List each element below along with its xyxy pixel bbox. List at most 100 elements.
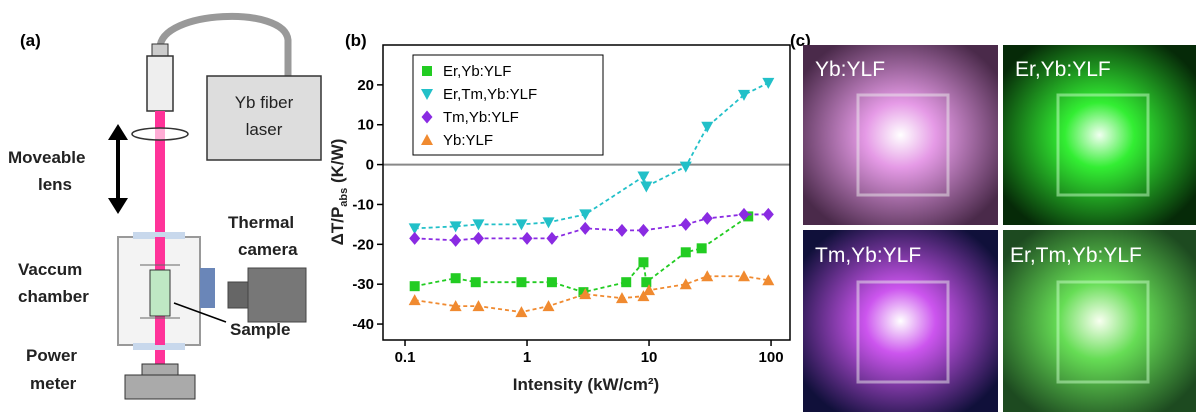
point bbox=[542, 300, 555, 312]
y-label-sub: abs bbox=[338, 188, 350, 207]
label: Moveable bbox=[8, 148, 85, 167]
point bbox=[616, 223, 628, 237]
meter-head bbox=[141, 363, 179, 376]
point bbox=[472, 219, 485, 231]
label: lens bbox=[38, 175, 72, 194]
photo-label: Er,Yb:YLF bbox=[1015, 58, 1111, 81]
lens bbox=[131, 127, 189, 141]
point bbox=[679, 278, 692, 290]
point bbox=[546, 277, 557, 288]
x-tick-label: 10 bbox=[641, 349, 658, 366]
x-tick-label: 100 bbox=[759, 349, 784, 366]
point bbox=[579, 221, 591, 235]
schematic: (a) Yb fiber laser Moveable lens Vaccum … bbox=[8, 12, 322, 400]
point bbox=[637, 223, 649, 237]
y-tick-label: -10 bbox=[352, 196, 374, 213]
point bbox=[409, 281, 420, 292]
y-axis-label: ΔT/Pabs (K/W) bbox=[328, 139, 350, 246]
point bbox=[450, 233, 462, 247]
point bbox=[449, 221, 462, 233]
point bbox=[762, 207, 774, 221]
point bbox=[738, 207, 750, 221]
point bbox=[737, 89, 750, 101]
point bbox=[542, 217, 555, 229]
point bbox=[521, 231, 533, 245]
legend-label: Er,Tm,Yb:YLF bbox=[443, 86, 537, 103]
crystal bbox=[1056, 280, 1150, 384]
label: laser bbox=[246, 120, 283, 139]
crystal bbox=[856, 93, 950, 197]
panel-label: (a) bbox=[20, 31, 41, 50]
point bbox=[408, 294, 421, 306]
legend-marker bbox=[421, 89, 433, 100]
x-tick-label: 1 bbox=[523, 349, 531, 366]
sample-crystal bbox=[149, 269, 171, 317]
point bbox=[737, 270, 750, 282]
point bbox=[637, 290, 650, 302]
point bbox=[701, 121, 714, 133]
photo-label: Yb:YLF bbox=[815, 58, 885, 81]
point bbox=[680, 247, 691, 258]
plot-frame bbox=[382, 44, 791, 341]
collimator bbox=[146, 55, 174, 112]
point bbox=[743, 211, 754, 222]
label: meter bbox=[30, 374, 77, 393]
point bbox=[546, 231, 558, 245]
label: Thermal bbox=[228, 213, 294, 232]
camera-body bbox=[247, 267, 307, 323]
point bbox=[621, 277, 632, 288]
x-axis-label: Intensity (kW/cm²) bbox=[513, 375, 659, 394]
photo-label: Tm,Yb:YLF bbox=[815, 244, 921, 267]
label: Vaccum bbox=[18, 260, 82, 279]
point bbox=[515, 306, 528, 318]
point bbox=[638, 257, 649, 268]
legend-label: Er,Yb:YLF bbox=[443, 63, 511, 80]
x-tick-label: 0.1 bbox=[395, 349, 416, 366]
point bbox=[701, 211, 713, 225]
fit-line bbox=[414, 275, 769, 314]
point bbox=[680, 217, 692, 231]
fiber bbox=[156, 12, 292, 78]
point bbox=[449, 300, 462, 312]
crystal bbox=[856, 280, 950, 384]
label: camera bbox=[238, 240, 298, 259]
point bbox=[409, 231, 421, 245]
fit-line bbox=[414, 213, 769, 242]
chart: (b) Intensity (kW/cm²) ΔT/Pabs (K/W) -40… bbox=[328, 31, 791, 394]
point bbox=[696, 243, 707, 254]
point bbox=[640, 181, 653, 193]
legend-label: Yb:YLF bbox=[443, 132, 493, 149]
y-tick-label: 20 bbox=[357, 77, 374, 94]
point bbox=[408, 223, 421, 235]
point bbox=[450, 273, 461, 284]
camera-lens bbox=[227, 281, 249, 309]
meter-base bbox=[124, 374, 196, 400]
legend-box bbox=[412, 54, 604, 156]
y-label-main: ΔT/P bbox=[328, 207, 347, 246]
point bbox=[470, 277, 481, 288]
legend-marker bbox=[421, 134, 433, 145]
point bbox=[637, 171, 650, 183]
y-label-unit: (K/W) bbox=[328, 139, 347, 188]
photos: (c) Yb:YLF Er,Yb:YLF Tm,Yb:YLF Er,Tm,Yb:… bbox=[790, 31, 1196, 412]
label: chamber bbox=[18, 287, 89, 306]
y-tick-label: 0 bbox=[366, 157, 374, 174]
legend-marker bbox=[421, 110, 433, 124]
crystal bbox=[1056, 93, 1150, 197]
y-tick-label: 10 bbox=[357, 117, 374, 134]
point bbox=[643, 284, 656, 296]
connector bbox=[151, 43, 169, 57]
point bbox=[579, 288, 592, 300]
point bbox=[516, 277, 527, 288]
point bbox=[679, 161, 692, 173]
label: Yb fiber bbox=[235, 93, 294, 112]
window bbox=[133, 232, 185, 239]
label: Sample bbox=[230, 320, 290, 339]
point bbox=[472, 231, 484, 245]
point bbox=[762, 77, 775, 89]
fit-line bbox=[414, 82, 769, 230]
panel-label: (b) bbox=[345, 31, 367, 50]
point bbox=[641, 277, 652, 288]
arrow-head bbox=[108, 124, 128, 140]
